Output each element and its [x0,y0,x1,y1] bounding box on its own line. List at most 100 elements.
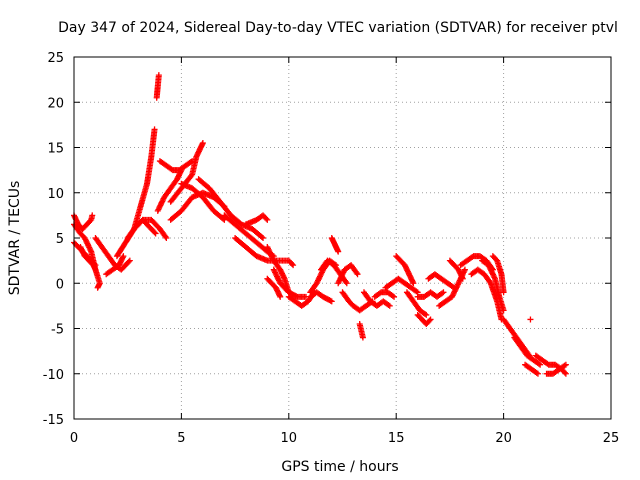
data-point [527,316,534,323]
data-point [413,288,420,295]
data-point [163,235,170,241]
y-tick-label: 15 [47,142,64,157]
data-point [120,253,127,260]
y-tick-label: 20 [47,96,64,111]
data-point [151,229,158,236]
data-point [126,257,133,264]
data-point [535,360,542,367]
series-s26 [328,235,342,255]
data-point [439,290,446,297]
data-point [260,235,267,241]
series-s50 [527,316,534,323]
series-s43 [479,257,507,314]
data-point [89,212,96,219]
series-s19 [242,212,271,228]
data-point [533,369,540,376]
data-point [562,370,569,377]
series-s38 [425,271,458,291]
grid [74,57,611,419]
series-s39 [436,266,468,309]
data-point [263,215,270,222]
data-point [125,258,132,265]
series-s4 [77,244,99,273]
data-marks [71,72,569,377]
series-s15 [178,180,228,223]
data-point [328,298,335,305]
series-s49 [543,361,569,377]
series-s12 [156,158,196,174]
data-point [92,266,99,273]
y-tick-label: -10 [43,368,64,383]
data-point [561,362,568,369]
y-tick-label: -15 [43,413,64,428]
data-point [353,269,360,276]
data-point [354,271,361,278]
data-point [94,284,101,291]
chart-title: Day 347 of 2024, Sidereal Day-to-day VTE… [58,20,618,36]
series-s31 [360,289,393,309]
data-point [562,361,569,368]
x-tick-label: 0 [70,431,78,446]
series-s47 [522,361,541,377]
series-s32 [371,289,398,300]
data-point [188,172,195,179]
series-s21 [270,266,309,300]
data-point [343,280,350,287]
series-s34 [382,275,421,296]
y-tick-label: -5 [51,323,64,338]
x-axis-label: GPS time / hours [281,459,398,475]
series-s23 [264,275,284,300]
data-point [440,289,447,296]
x-tick-label: 20 [495,431,512,446]
data-point [290,262,297,269]
series-s6 [103,253,127,278]
data-point [277,293,284,300]
series-s9 [135,216,159,237]
data-point [359,334,366,341]
y-tick-label: 0 [56,277,64,292]
data-point [389,292,396,299]
y-tick-label: 5 [56,232,64,247]
series-s46 [511,334,544,368]
series-s28 [335,262,361,287]
y-axis-label: SDTVAR / TECUs [7,181,23,296]
data-point [459,275,466,282]
data-point [561,369,568,376]
data-point [537,361,544,368]
axis-ticks: 0 5 10 15 20 25 -15 -10 -5 0 5 10 15 20 25 [43,51,620,446]
data-point [162,233,169,240]
series-s2 [71,212,96,232]
x-tick-label: 5 [177,431,185,446]
y-tick-label: 25 [47,51,64,66]
x-tick-label: 25 [603,431,620,446]
series-s35 [403,289,430,318]
data-point [289,261,296,268]
series-s36 [414,311,434,327]
data-point [199,139,206,146]
x-tick-label: 10 [281,431,298,446]
series-s44 [489,253,507,296]
data-point [391,293,398,300]
series-s16 [195,176,267,241]
data-point [423,311,430,318]
data-point [427,316,434,323]
series-s18 [232,235,297,269]
series-s25 [307,289,335,305]
data-point [461,266,468,273]
data-point [534,370,541,377]
data-point [152,230,159,237]
series-s11 [154,167,185,214]
data-point [426,317,433,324]
y-tick-label: 10 [47,187,64,202]
series-s33 [393,253,417,287]
data-point [385,301,392,308]
series-s37 [414,289,447,300]
data-point [342,278,349,285]
data-point [264,216,271,223]
series-s22 [285,289,318,309]
data-point [410,280,417,287]
series-s10 [153,72,162,101]
data-point [151,126,158,133]
data-point [421,311,428,318]
